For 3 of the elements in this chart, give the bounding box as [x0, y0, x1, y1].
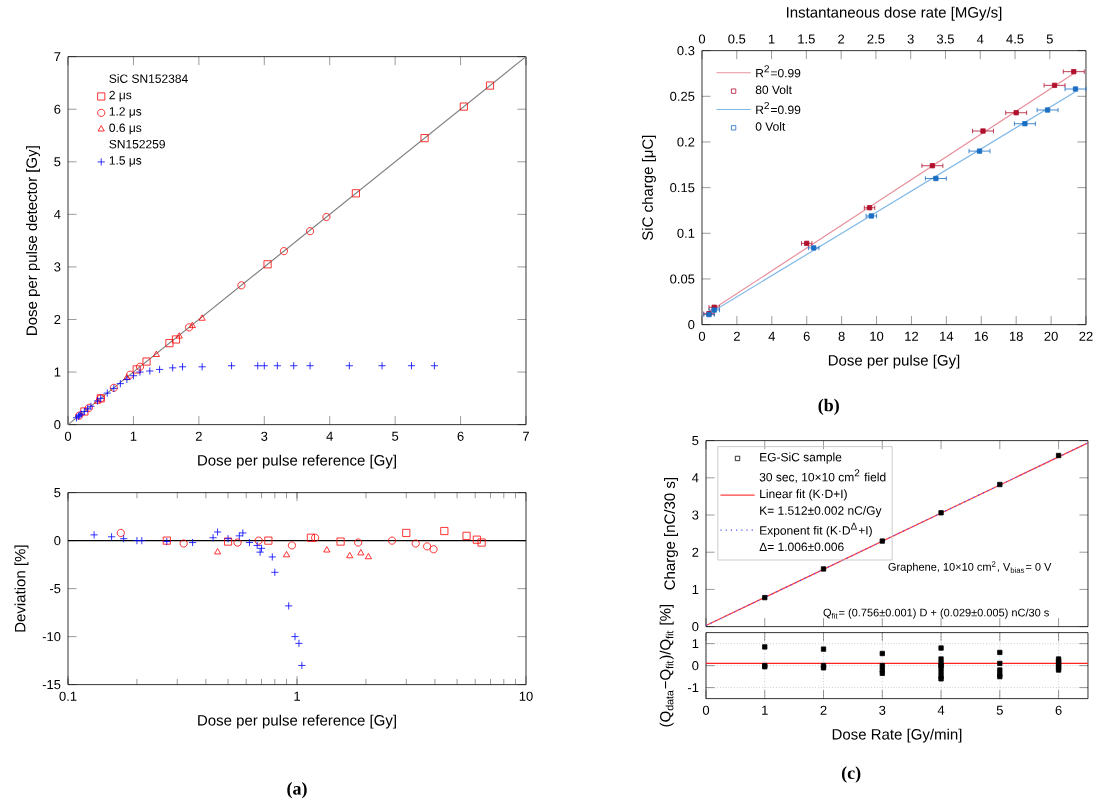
text: (b): [818, 398, 839, 415]
text: (c): [841, 766, 861, 783]
text: (a): [287, 781, 307, 799]
